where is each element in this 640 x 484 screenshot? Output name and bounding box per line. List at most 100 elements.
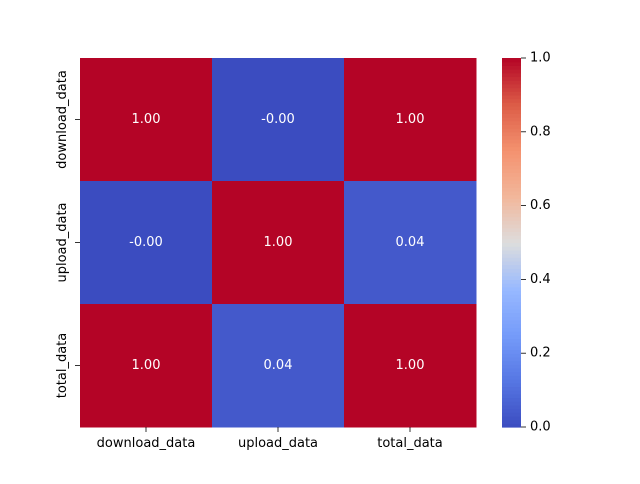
heatmap-annotations: 1.00 -0.00 1.00 -0.00 1.00 0.04 1.00 0.04 1.00 (129, 112, 424, 373)
colorbar-segment-19 (502, 353, 521, 358)
heatmap-cell-1-0 (80, 181, 213, 305)
colorbar-segment-81 (502, 124, 521, 129)
colorbar-segment-28 (502, 319, 521, 325)
colorbar-segment-71 (502, 161, 521, 166)
colorbar-tick-label-3: 0.6 (530, 198, 551, 213)
colorbar-tick-label-4: 0.8 (530, 124, 551, 139)
colorbar-segment-37 (502, 286, 521, 292)
colorbar-tick-label-2: 0.4 (530, 272, 551, 287)
colorbar-segment-92 (502, 83, 521, 89)
colorbar-segment-52 (502, 231, 521, 236)
colorbar-segment-48 (502, 246, 521, 251)
cell-annotation-0-1: -0.00 (261, 112, 295, 127)
colorbar-segment-97 (502, 65, 521, 70)
colorbar-segment-49 (502, 242, 521, 247)
colorbar-segment-2 (502, 415, 521, 421)
x-tick-label-1: upload_data (238, 436, 318, 451)
heatmap-cell-0-0 (80, 58, 213, 182)
colorbar-segment-51 (502, 235, 521, 240)
colorbar-segment-69 (502, 168, 521, 173)
colorbar-segment-67 (502, 176, 521, 181)
colorbar-segment-9 (502, 390, 521, 395)
colorbar-segment-17 (502, 360, 521, 365)
colorbar-segment-82 (502, 120, 521, 126)
colorbar-segment-20 (502, 349, 521, 354)
colorbar-segment-35 (502, 294, 521, 299)
colorbar-segment-24 (502, 334, 521, 340)
colorbar-segment-96 (502, 69, 521, 74)
cell-annotation-0-0: 1.00 (132, 112, 161, 127)
colorbar-segment-46 (502, 253, 521, 258)
colorbar-segment-62 (502, 194, 521, 199)
colorbar-segment-27 (502, 323, 521, 328)
colorbar-tick-label-1: 0.2 (530, 346, 551, 361)
colorbar-segment-56 (502, 216, 521, 221)
colorbar-segment-54 (502, 224, 521, 229)
colorbar-segment-79 (502, 131, 521, 137)
cell-annotation-2-0: 1.00 (132, 358, 161, 373)
heatmap-cell-1-1 (212, 181, 345, 305)
colorbar-segment-76 (502, 142, 521, 148)
colorbar-segment-33 (502, 301, 521, 306)
colorbar-segment-11 (502, 382, 521, 388)
colorbar-segment-22 (502, 342, 521, 347)
colorbar-segment-42 (502, 268, 521, 273)
x-tick-label-2: total_data (377, 436, 443, 451)
cell-annotation-2-1: 0.04 (264, 358, 293, 373)
heatmap-cell-2-0 (80, 304, 213, 428)
colorbar-segment-6 (502, 401, 521, 406)
colorbar-segment-18 (502, 356, 521, 362)
colorbar-segment-86 (502, 105, 521, 111)
colorbar-tick-label-5: 1.0 (530, 51, 551, 66)
colorbar-segment-98 (502, 61, 521, 66)
y-tick-label-0: download_data (55, 70, 70, 169)
x-tick-label-0: download_data (97, 436, 196, 451)
colorbar-segment-21 (502, 345, 521, 351)
colorbar-segment-15 (502, 367, 521, 373)
colorbar-segment-45 (502, 257, 521, 262)
colorbar-segment-32 (502, 305, 521, 310)
colorbar-segment-4 (502, 408, 521, 413)
colorbar-segment-10 (502, 386, 521, 391)
colorbar: 0.0 0.2 0.4 0.6 0.8 1.0 (502, 51, 551, 435)
colorbar-segment-88 (502, 98, 521, 103)
colorbar-segment-61 (502, 198, 521, 203)
colorbar-segment-25 (502, 331, 521, 336)
colorbar-segment-93 (502, 80, 521, 85)
colorbar-segment-90 (502, 91, 521, 96)
colorbar-segment-66 (502, 179, 521, 185)
colorbar-segment-1 (502, 419, 521, 424)
x-axis: download_data upload_data total_data (97, 427, 443, 451)
colorbar-segment-58 (502, 209, 521, 214)
colorbar-segment-60 (502, 201, 521, 207)
y-tick-label-1: upload_data (55, 202, 70, 282)
colorbar-segment-77 (502, 139, 521, 144)
colorbar-segment-43 (502, 264, 521, 269)
colorbar-segment-14 (502, 371, 521, 376)
colorbar-segment-12 (502, 379, 521, 384)
colorbar-segment-30 (502, 312, 521, 317)
colorbar-segment-53 (502, 227, 521, 233)
colorbar-segment-59 (502, 205, 521, 210)
colorbar-segment-26 (502, 327, 521, 332)
colorbar-segment-64 (502, 187, 521, 192)
cell-annotation-1-2: 0.04 (396, 235, 425, 250)
colorbar-segment-23 (502, 338, 521, 343)
heatmap-cell-1-2 (344, 181, 477, 305)
colorbar-segment-85 (502, 109, 521, 114)
colorbar-segment-70 (502, 165, 521, 170)
colorbar-segment-72 (502, 157, 521, 162)
y-axis: download_data upload_data total_data (55, 70, 80, 398)
colorbar-segment-87 (502, 102, 521, 107)
colorbar-segment-95 (502, 72, 521, 78)
colorbar-segment-73 (502, 153, 521, 159)
colorbar-segment-29 (502, 316, 521, 321)
heatmap-cell-0-1 (212, 58, 345, 182)
cell-annotation-1-0: -0.00 (129, 235, 163, 250)
colorbar-segment-99 (502, 58, 521, 63)
colorbar-segment-40 (502, 275, 521, 280)
cell-annotation-2-2: 1.00 (396, 358, 425, 373)
colorbar-segment-0 (502, 423, 521, 428)
